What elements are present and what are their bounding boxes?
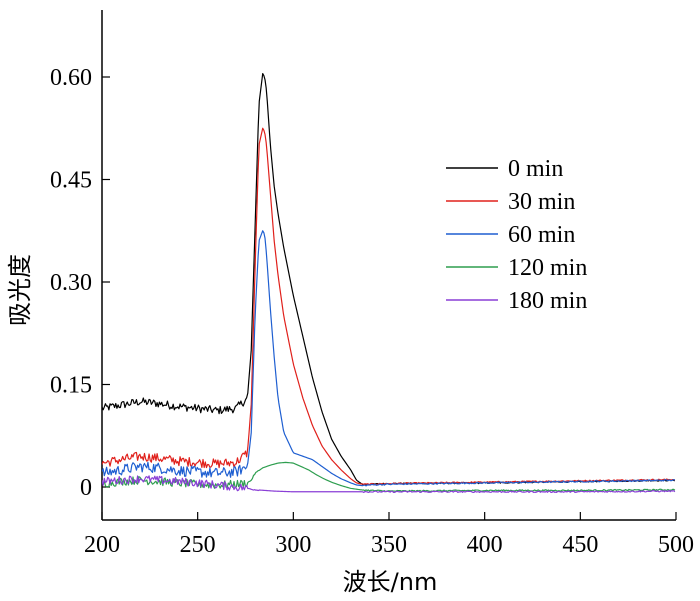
y-axis-ticks: 0 0.15 0.30 0.45 0.60 [50,65,110,501]
legend-label: 0 min [508,156,563,182]
y-axis-title: 吸光度 [6,254,34,326]
x-axis-title: 波长/nm [343,568,438,596]
series-layer [102,72,676,494]
legend-label: 30 min [508,189,575,215]
x-tick-label: 500 [658,532,694,558]
y-tick-label: 0 [80,475,92,501]
series-line-30-min [102,127,676,486]
y-tick-label: 0.30 [50,270,92,296]
y-tick-label: 0.45 [50,168,92,194]
x-tick-label: 450 [562,532,598,558]
legend-label: 60 min [508,222,575,248]
x-tick-label: 300 [275,532,311,558]
x-tick-label: 400 [467,532,503,558]
x-tick-label: 350 [371,532,407,558]
x-axis-ticks: 200 250 300 350 400 450 500 [84,512,694,558]
y-tick-label: 0.60 [50,65,92,91]
legend-label: 180 min [508,288,587,314]
legend: 0 min 30 min 60 min 120 min 180 min [446,156,587,314]
y-tick-label: 0.15 [50,373,92,399]
series-line-0-min [102,72,675,486]
series-line-120-min [102,461,676,493]
series-line-60-min [102,230,675,487]
x-tick-label: 250 [180,532,216,558]
series-line-180-min [102,475,676,494]
x-tick-label: 200 [84,532,120,558]
legend-label: 120 min [508,255,587,281]
